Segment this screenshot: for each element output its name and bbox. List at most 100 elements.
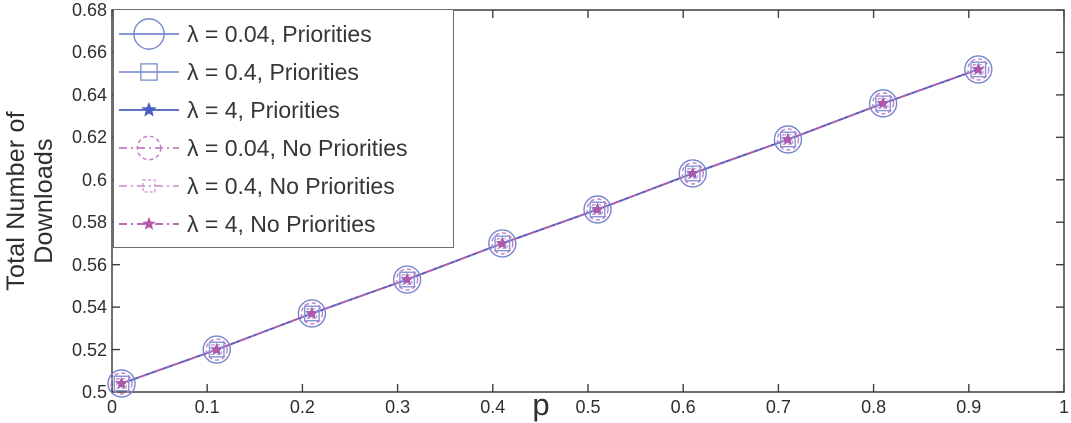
y-tick-label: 0.64 (71, 84, 107, 105)
x-axis-label: p (532, 387, 550, 422)
x-tick-label: 0.7 (765, 397, 791, 417)
data-point-circle-large-marker (297, 299, 327, 328)
data-point-circle-dashed-marker (205, 338, 228, 361)
y-tick-label: 0.58 (71, 212, 107, 233)
data-point-circle-large-marker (773, 125, 803, 154)
y-tick-label: 0.62 (71, 127, 107, 148)
data-point-circle-large-marker (392, 265, 422, 294)
y-tick-label: 0.52 (71, 339, 107, 360)
x-tick-label: 0.8 (861, 397, 887, 417)
data-point-square-dashed-marker (592, 204, 603, 215)
data-point-circle-large-marker (964, 55, 993, 84)
y-tick-label: 0.5 (81, 382, 107, 402)
legend-label: λ = 0.04, No Priorities (187, 134, 408, 161)
data-point-square-marker (113, 375, 130, 392)
data-point-circle-dashed-marker (395, 268, 419, 291)
data-point-circle-dashed-marker (967, 58, 990, 81)
data-point-circle-large-marker (107, 369, 136, 398)
data-point-star-small-marker (687, 167, 699, 179)
legend-marker-swatch (119, 18, 179, 50)
y-axis-label: Total Number of Downloads (2, 10, 58, 392)
data-point-circle-dashed-marker (871, 92, 895, 115)
data-point-star-small-marker (782, 133, 794, 145)
data-point-circle-large-marker (202, 335, 231, 364)
legend-item-2: λ = 4, Priorities (114, 91, 453, 129)
legend-star-small-marker (142, 216, 156, 230)
legend-label: λ = 0.04, Priorities (187, 20, 372, 47)
data-point-square-marker (970, 61, 987, 78)
x-tick-label: 0.3 (385, 397, 411, 417)
legend-item-3: λ = 0.04, No Priorities (114, 129, 453, 167)
data-point-circle-large-marker (868, 89, 898, 118)
data-point-star-small-marker (211, 343, 223, 355)
legend-circle-large-marker (133, 18, 165, 50)
legend-item-5: λ = 4, No Priorities (114, 205, 453, 243)
legend-marker-swatch (119, 63, 179, 81)
data-point-circle-dashed-marker (586, 198, 609, 221)
legend-star-marker (141, 101, 157, 117)
data-point-square-marker (779, 131, 796, 148)
data-point-star-small-marker (496, 237, 508, 249)
data-point-circle-dashed-marker (300, 302, 324, 325)
data-point-square-dashed-marker (782, 134, 794, 145)
data-point-circle-dashed-marker (776, 128, 800, 151)
legend-item-1: λ = 0.4, Priorities (114, 53, 453, 91)
x-tick-label: 0.1 (194, 397, 220, 417)
data-point-star-small-marker (306, 307, 318, 319)
data-point-square-dashed-marker (211, 344, 223, 356)
data-point-circle-large-marker (678, 159, 707, 188)
x-tick-label: 0.4 (480, 397, 506, 417)
series-line-5 (121, 68, 979, 385)
data-point-square-dashed-marker (401, 274, 413, 285)
legend-marker-swatch (119, 101, 179, 117)
y-axis-label-line1: Total Number of (2, 111, 30, 291)
y-tick-label: 0.54 (71, 297, 107, 318)
data-point-square-marker (875, 95, 892, 112)
data-point-square-marker (399, 271, 416, 288)
x-tick-label: 0.2 (289, 397, 315, 417)
data-point-circle-large-marker (583, 195, 612, 224)
data-point-star-small-marker (877, 97, 889, 109)
data-point-square-dashed-marker (306, 308, 318, 319)
data-point-square-marker (589, 201, 606, 218)
data-point-square-marker (208, 341, 225, 358)
y-tick-label: 0.6 (81, 169, 107, 190)
legend-label: λ = 4, No Priorities (187, 210, 376, 237)
data-point-star-small-marker (115, 377, 128, 389)
y-tick-label: 0.66 (71, 42, 107, 63)
x-tick-label: 1 (1058, 397, 1069, 417)
y-axis-label-line2: Downloads (30, 138, 58, 264)
data-point-circle-dashed-marker (681, 162, 704, 185)
data-point-square-dashed-marker (972, 63, 984, 75)
legend-label: λ = 0.4, Priorities (187, 58, 359, 85)
legend-square-marker (140, 63, 158, 81)
data-point-star-small-marker (591, 203, 604, 215)
x-tick-label: 0.6 (670, 397, 696, 417)
x-tick-label: 0 (106, 397, 117, 417)
data-point-square-marker (303, 305, 320, 322)
data-point-square-marker (494, 235, 511, 252)
data-point-square-dashed-marker (877, 97, 889, 109)
legend-circle-dashed-marker (136, 135, 162, 161)
data-point-star-small-marker (972, 63, 984, 75)
legend-item-0: λ = 0.04, Priorities (114, 15, 453, 53)
legend-marker-swatch (119, 135, 179, 161)
legend-label: λ = 0.4, No Priorities (187, 172, 395, 199)
x-tick-label: 0.5 (575, 397, 601, 417)
data-point-circle-dashed-marker (491, 232, 514, 255)
x-tick-label: 0.9 (956, 397, 982, 417)
legend-marker-swatch (119, 179, 179, 193)
data-point-circle-dashed-marker (110, 372, 133, 395)
legend: λ = 0.04, Priorities λ = 0.4, Priorities λ… (113, 9, 454, 248)
data-point-square-dashed-marker (496, 237, 508, 249)
legend-label: λ = 4, Priorities (187, 96, 340, 123)
y-tick-label: 0.68 (71, 0, 107, 20)
data-point-star-small-marker (401, 273, 413, 285)
legend-marker-swatch (119, 216, 179, 230)
legend-item-4: λ = 0.4, No Priorities (114, 167, 453, 205)
legend-square-dashed-marker (142, 179, 156, 193)
y-tick-label: 0.56 (71, 254, 107, 275)
data-point-circle-large-marker (488, 229, 517, 258)
